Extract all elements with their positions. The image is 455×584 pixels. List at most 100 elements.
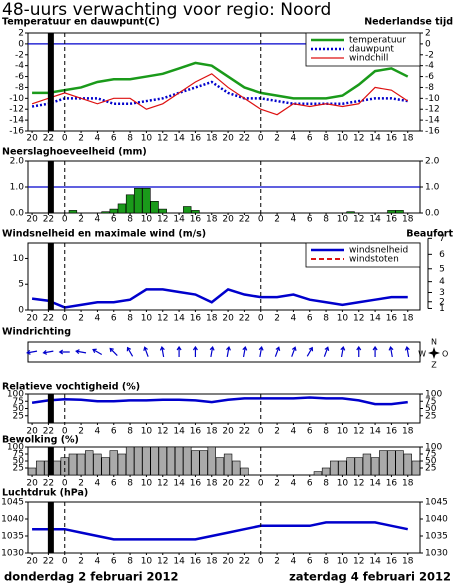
footer-date-left: donderdag 2 februari 2012 bbox=[4, 570, 179, 584]
x-tick-label: 16 bbox=[386, 557, 398, 567]
x-tick-label: 18 bbox=[206, 134, 218, 144]
x-tick-label: 4 bbox=[291, 427, 297, 437]
x-tick-label: 12 bbox=[353, 314, 364, 324]
x-tick-label: 16 bbox=[386, 134, 398, 144]
x-tick-label: 10 bbox=[337, 314, 349, 324]
x-tick-label: 4 bbox=[95, 215, 101, 225]
x-tick-label: 4 bbox=[291, 557, 297, 567]
x-tick-label: 6 bbox=[307, 215, 313, 225]
y-tick-label-right: -2 bbox=[425, 50, 434, 60]
now-marker bbox=[47, 33, 54, 131]
bar bbox=[101, 211, 110, 214]
y-tick-label: 1.0 bbox=[10, 183, 25, 193]
x-tick-label: 10 bbox=[337, 215, 349, 225]
x-tick-label: 22 bbox=[239, 314, 250, 324]
now-marker bbox=[47, 161, 54, 213]
x-tick-label: 0 bbox=[258, 314, 264, 324]
y-tick-label-right: 100 bbox=[425, 390, 442, 400]
x-tick-label: 0 bbox=[258, 215, 264, 225]
wind-arrow bbox=[109, 347, 118, 356]
x-tick-label: 2 bbox=[274, 134, 280, 144]
series-line bbox=[31, 73, 409, 116]
y-tick-label: 0.0 bbox=[10, 209, 25, 219]
bar bbox=[68, 453, 78, 476]
x-tick-label: 18 bbox=[206, 215, 218, 225]
x-tick-label: 10 bbox=[337, 427, 349, 437]
x-tick-label: 22 bbox=[239, 479, 250, 489]
x-tick-label: 8 bbox=[127, 479, 133, 489]
x-tick-label: 12 bbox=[157, 427, 168, 437]
x-tick-label: 10 bbox=[141, 427, 153, 437]
x-tick-label: 4 bbox=[291, 314, 297, 324]
x-tick-label: 10 bbox=[141, 557, 153, 567]
x-tick-label: 20 bbox=[26, 314, 38, 324]
bar bbox=[52, 460, 61, 476]
y-tick-label: 2 bbox=[18, 29, 24, 39]
x-tick-label: 14 bbox=[369, 479, 381, 489]
x-tick-label: 14 bbox=[173, 314, 185, 324]
wind-arrow bbox=[306, 346, 314, 357]
y-tick-label: -2 bbox=[15, 50, 24, 60]
x-tick-label: 18 bbox=[402, 314, 414, 324]
y-tick-label-right: 1040 bbox=[425, 515, 448, 525]
wind-arrow bbox=[92, 348, 103, 356]
y-tick-label-right: 25 bbox=[425, 411, 436, 421]
x-tick-label: 10 bbox=[141, 134, 153, 144]
panel-title: Bewolking (%) bbox=[2, 435, 79, 446]
panel-title: Temperatuur en dauwpunt(C) bbox=[2, 17, 160, 28]
legend-label: windchill bbox=[349, 54, 388, 64]
x-tick-label: 16 bbox=[386, 479, 398, 489]
y-tick-label-right: 1.0 bbox=[425, 183, 440, 193]
y-tick-label: 75 bbox=[13, 397, 24, 407]
wind-arrow bbox=[356, 345, 362, 357]
bar bbox=[403, 453, 412, 476]
x-tick-label: 18 bbox=[402, 215, 414, 225]
wind-arrow bbox=[192, 345, 198, 357]
x-tick-label: 10 bbox=[141, 215, 153, 225]
wind-arrow bbox=[340, 346, 346, 358]
panel-title: Windsnelheid en maximale wind (m/s) bbox=[2, 229, 206, 240]
now-marker bbox=[47, 394, 54, 423]
x-tick-label: 12 bbox=[353, 215, 364, 225]
bar bbox=[174, 446, 184, 476]
y-tick-label: 25 bbox=[13, 411, 24, 421]
bar bbox=[134, 446, 143, 476]
x-tick-label: 0 bbox=[62, 314, 68, 324]
x-tick-label: 18 bbox=[206, 314, 218, 324]
bar bbox=[387, 450, 396, 476]
x-tick-label: 20 bbox=[222, 557, 234, 567]
bar bbox=[395, 450, 404, 476]
y-tick-label-right: 75 bbox=[425, 450, 436, 460]
y-tick-label-right: -8 bbox=[425, 83, 434, 93]
x-tick-label: 6 bbox=[307, 134, 313, 144]
bar bbox=[158, 446, 167, 476]
y-tick-label-right: 1045 bbox=[425, 498, 448, 508]
x-tick-label: 18 bbox=[402, 479, 414, 489]
y-tick-label-right: 1030 bbox=[425, 549, 448, 559]
x-tick-label: 0 bbox=[62, 215, 68, 225]
x-tick-label: 12 bbox=[157, 479, 168, 489]
y-tick-label: 25 bbox=[13, 464, 24, 474]
x-tick-label: 6 bbox=[307, 479, 313, 489]
x-tick-label: 18 bbox=[402, 134, 414, 144]
panel-title: Neerslaghoeveelheid (mm) bbox=[2, 147, 147, 158]
y-tick-label-right: -12 bbox=[425, 105, 440, 115]
compass-letter: O bbox=[442, 350, 448, 359]
x-tick-label: 2 bbox=[78, 479, 84, 489]
bar bbox=[215, 457, 225, 476]
x-tick-label: 20 bbox=[222, 427, 234, 437]
y-tick-label-right: 50 bbox=[425, 404, 437, 414]
bar bbox=[395, 210, 404, 214]
now-marker bbox=[47, 447, 54, 475]
x-tick-label: 20 bbox=[26, 215, 38, 225]
y-tick-label: 2.0 bbox=[10, 157, 25, 167]
x-tick-label: 16 bbox=[386, 314, 398, 324]
x-tick-label: 2 bbox=[274, 479, 280, 489]
bar bbox=[387, 210, 396, 214]
x-tick-label: 2 bbox=[78, 557, 84, 567]
x-tick-label: 6 bbox=[111, 134, 117, 144]
y-tick-label: 10 bbox=[13, 254, 25, 264]
y-tick-label: 50 bbox=[13, 457, 25, 467]
x-tick-label: 20 bbox=[222, 134, 234, 144]
